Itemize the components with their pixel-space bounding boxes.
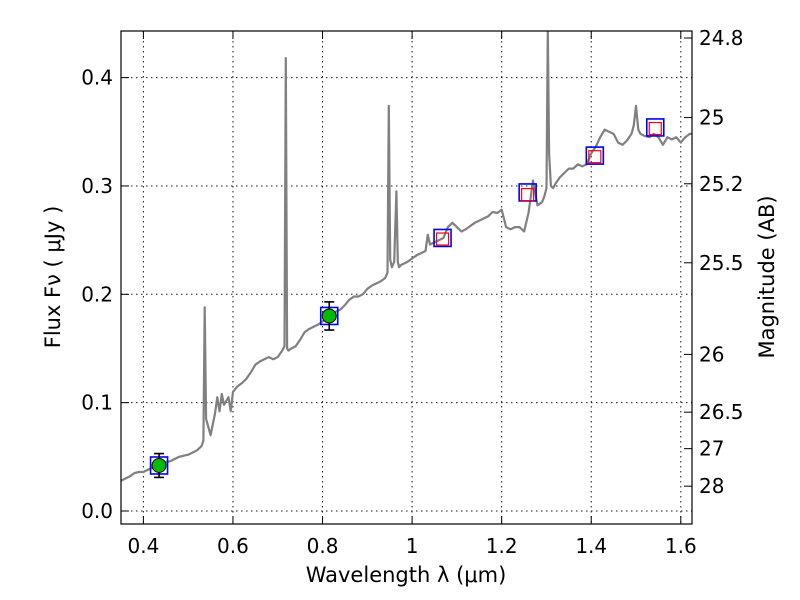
y-tick-label: 0.2: [81, 282, 113, 306]
plot-frame: [120, 30, 693, 525]
ticks: 0.4 0.6 0.8 1 1.2 1.4 1.6 0.0 0.1 0.2 0.3 0.4 24.8 25…: [81, 26, 743, 558]
y2-tick-label: 24.8: [699, 26, 744, 50]
x-tick-label: 0.8: [307, 534, 339, 558]
y2-tick-label: 28: [699, 474, 724, 498]
x-tick-label: 1.6: [665, 534, 697, 558]
y2-tick-label: 27: [699, 437, 724, 461]
red-limit-3: [588, 150, 602, 164]
green-point-1: [151, 457, 167, 473]
grid: [121, 31, 692, 524]
red-limit-4: [648, 121, 662, 136]
y2-tick-label: 26: [699, 342, 724, 366]
y-tick-label: 0.0: [81, 499, 113, 523]
model-box-3: [433, 228, 452, 248]
model-box-6: [645, 118, 665, 137]
green-point-2: [321, 308, 337, 324]
x-tick-label: 1.2: [486, 534, 518, 558]
red-limit-1: [435, 232, 450, 246]
plot-data: [121, 31, 692, 482]
y2-tick-label: 25: [699, 106, 724, 130]
x-axis-title: Wavelength λ (μm): [306, 563, 507, 587]
y2-tick-label: 26.5: [699, 400, 744, 424]
x-tick-label: 1: [406, 534, 419, 558]
red-limit-2: [521, 188, 535, 202]
y-tick-label: 0.4: [81, 66, 113, 90]
model-spectrum: [121, 31, 692, 482]
y-tick-label: 0.1: [81, 391, 113, 415]
y2-tick-label: 25.2: [699, 172, 744, 196]
y-tick-label: 0.3: [81, 174, 113, 198]
y2-axis-title: Magnitude (AB): [755, 195, 779, 358]
x-tick-label: 1.4: [575, 534, 607, 558]
model-box-5: [585, 146, 605, 165]
x-tick-label: 0.4: [127, 534, 159, 558]
y2-tick-label: 25.5: [699, 251, 744, 275]
y-axis-title: Flux Fν ( μJy ): [41, 206, 65, 349]
x-tick-label: 0.6: [217, 534, 249, 558]
